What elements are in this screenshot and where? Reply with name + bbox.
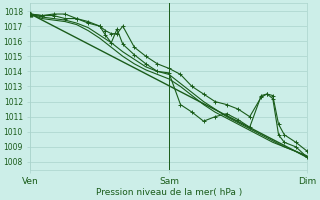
X-axis label: Pression niveau de la mer( hPa ): Pression niveau de la mer( hPa ) xyxy=(96,188,242,197)
